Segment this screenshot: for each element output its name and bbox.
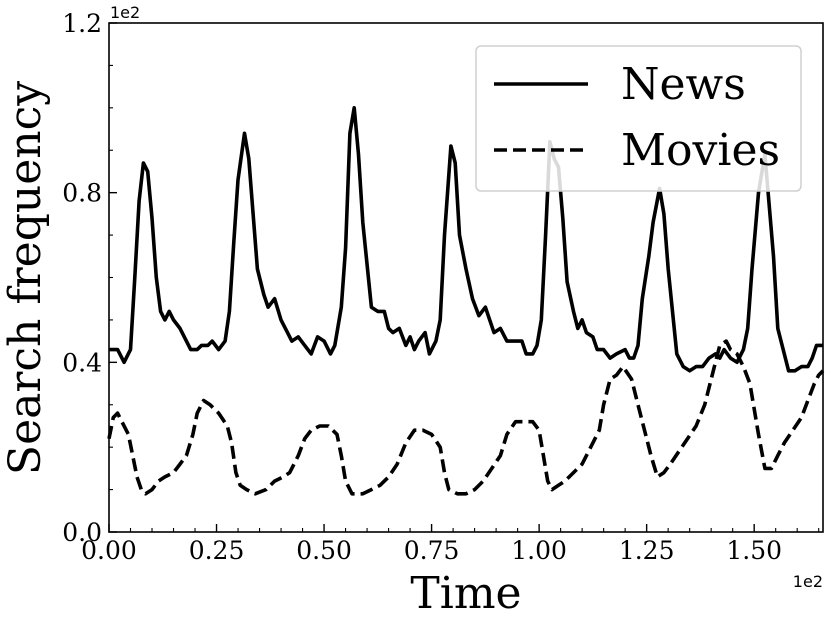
legend: News Movies xyxy=(475,45,802,192)
x-axis-label: Time xyxy=(410,568,521,619)
x-offset-label: 1e2 xyxy=(793,572,823,591)
series-line-news xyxy=(109,106,823,373)
x-tick-label: 1.00 xyxy=(511,536,567,565)
y-tick-label: 0.0 xyxy=(62,518,102,547)
x-tick-label: 1.50 xyxy=(726,536,782,565)
y-tick-label: 1.2 xyxy=(62,9,102,38)
x-tick-label: 0.25 xyxy=(189,536,245,565)
x-tick-label: 1.25 xyxy=(619,536,675,565)
ticks-layer: 0.00 0.25 0.50 0.75 1.00 1.25 1.50 0.0 0.4 0.8 1.2 xyxy=(62,9,820,565)
y-axis-label: Search frequency xyxy=(0,81,51,475)
legend-label-news: News xyxy=(621,59,746,110)
x-tick-label: 0.50 xyxy=(296,536,352,565)
series-layer xyxy=(107,106,825,496)
y-tick-label: 0.4 xyxy=(62,348,102,377)
series-line-movies xyxy=(107,339,825,496)
y-tick-label: 0.8 xyxy=(62,179,102,208)
x-tick-label: 0.00 xyxy=(81,536,137,565)
y-offset-label: 1e2 xyxy=(110,3,140,22)
legend-label-movies: Movies xyxy=(621,125,780,176)
x-tick-label: 0.75 xyxy=(404,536,460,565)
